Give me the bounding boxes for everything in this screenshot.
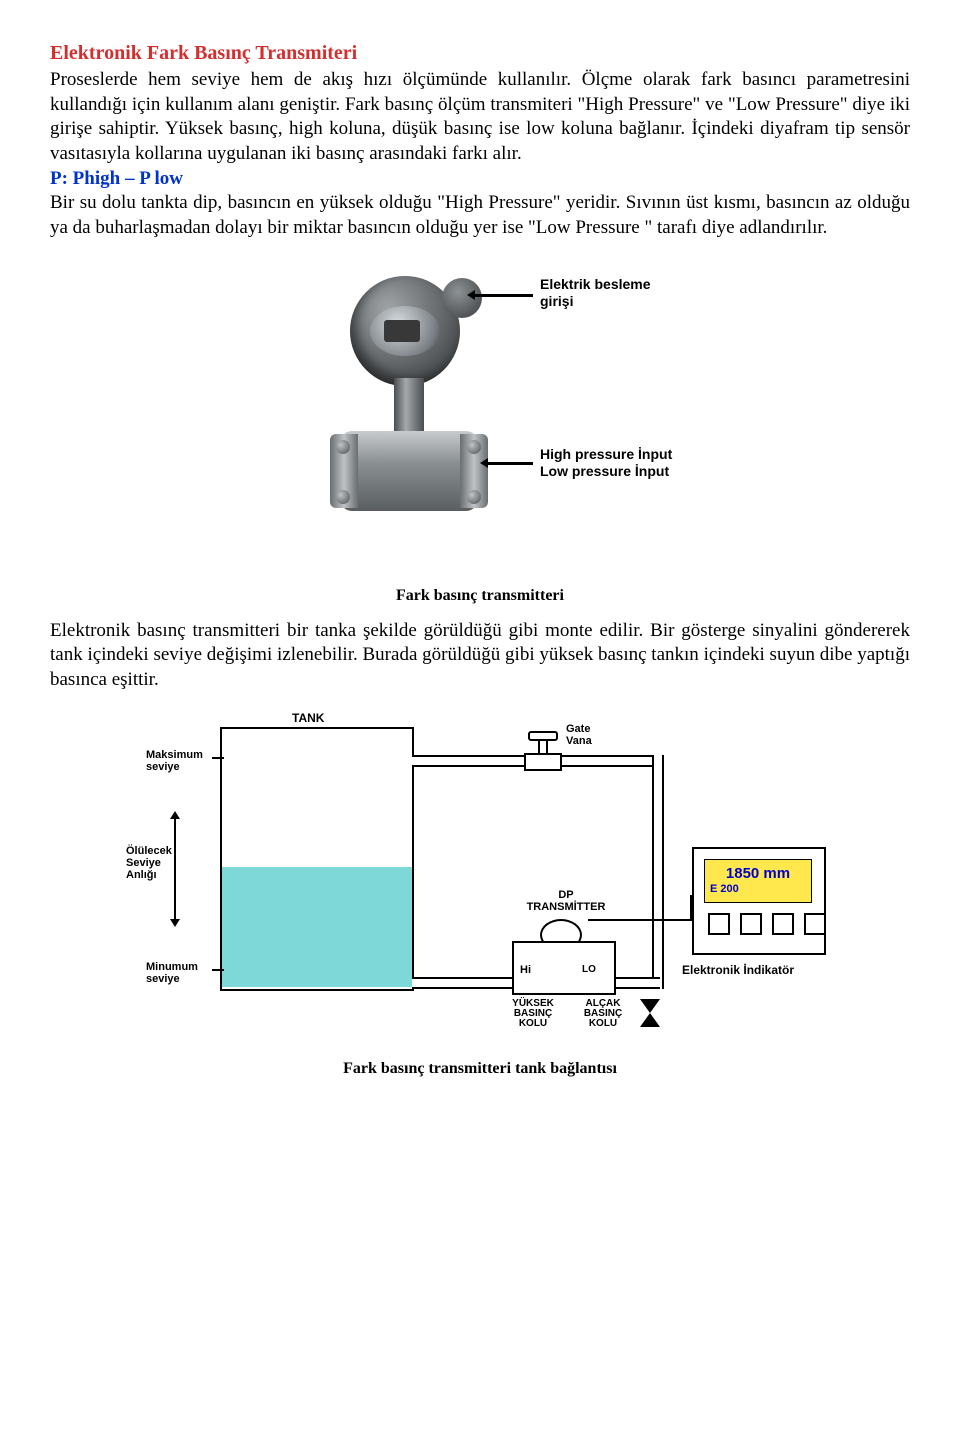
arrow-icon: [475, 294, 533, 297]
label-line: High pressure İnput: [540, 446, 672, 463]
max-tick: [212, 757, 224, 759]
min-level-label: Minumum seviye: [146, 961, 198, 985]
bolt-icon: [467, 490, 481, 504]
label-line: Vana: [566, 735, 592, 747]
label-line: DP: [526, 889, 606, 901]
indicator-button-icon: [772, 913, 794, 935]
dp-transmitter-label: DP TRANSMİTTER: [526, 889, 606, 913]
page-title: Elektronik Fark Basınç Transmiteri: [50, 40, 910, 66]
label-line: Minumum: [146, 961, 198, 973]
label-line: Elektrik besleme: [540, 276, 651, 293]
label-line: seviye: [146, 973, 198, 985]
lo-column-label: ALÇAK BASINÇ KOLU: [578, 999, 628, 1029]
indicator-button-icon: [804, 913, 826, 935]
label-line: girişi: [540, 293, 651, 310]
paragraph-2: Bir su dolu tankta dip, basıncın en yüks…: [50, 191, 910, 240]
indicator-id: E 200: [710, 883, 739, 895]
paragraph-3: Elektronik basınç transmitteri bir tanka…: [50, 619, 910, 693]
label-line: KOLU: [508, 1019, 558, 1029]
tank-label: TANK: [292, 711, 324, 727]
label-line: Gate: [566, 723, 592, 735]
gate-valve-wheel-icon: [528, 731, 558, 741]
formula-line: P: Phigh – P low: [50, 167, 910, 192]
measure-arrow-icon: [174, 819, 176, 919]
gate-valve-label: Gate Vana: [566, 723, 592, 747]
label-line: Maksimum: [146, 749, 203, 761]
figure-transmitter: Elektrik besleme girişi High pressure İn…: [270, 266, 690, 566]
arrow-icon: [488, 462, 533, 465]
indicator-button-icon: [708, 913, 730, 935]
lo-label: LO: [582, 963, 596, 976]
pipe-vertical: [652, 755, 664, 989]
figure-tank-diagram: TANK Maksimum seviye Minumum seviye Ölül…: [120, 709, 840, 1039]
signal-line: [588, 919, 692, 921]
label-line: seviye: [146, 761, 203, 773]
min-tick: [212, 969, 224, 971]
bolt-icon: [336, 490, 350, 504]
indicator-buttons: [708, 913, 826, 935]
label-power-input: Elektrik besleme girişi: [540, 276, 651, 310]
indicator-button-icon: [740, 913, 762, 935]
drain-valve-icon: [640, 1013, 660, 1027]
indicator-label: Elektronik İndikatör: [682, 963, 794, 979]
device-display: [370, 306, 440, 356]
device-body: [340, 431, 478, 511]
gate-valve-icon: [524, 743, 558, 777]
label-pressure-inputs: High pressure İnput Low pressure İnput: [540, 446, 672, 480]
paragraph-1: Proseslerde hem seviye hem de akış hızı …: [50, 68, 910, 167]
indicator-value: 1850 mm: [726, 866, 790, 883]
electrical-connector: [442, 278, 482, 318]
label-line: Anlığı: [126, 869, 172, 881]
label-line: TRANSMİTTER: [526, 901, 606, 913]
label-line: Ölülecek: [126, 845, 172, 857]
figure-1-caption: Fark basınç transmitteri: [50, 586, 910, 607]
max-level-label: Maksimum seviye: [146, 749, 203, 773]
label-line: KOLU: [578, 1019, 628, 1029]
tank-liquid: [222, 867, 412, 987]
bolt-icon: [467, 440, 481, 454]
measure-label: Ölülecek Seviye Anlığı: [126, 845, 172, 881]
hi-column-label: YÜKSEK BASINÇ KOLU: [508, 999, 558, 1029]
indicator-screen: 1850 mm E 200: [704, 859, 812, 903]
device-neck: [394, 378, 424, 434]
bolt-icon: [336, 440, 350, 454]
drain-valve-icon: [640, 999, 660, 1013]
label-line: Low pressure İnput: [540, 463, 672, 480]
hi-label: Hi: [520, 963, 531, 977]
label-line: Seviye: [126, 857, 172, 869]
figure-2-caption: Fark basınç transmitteri tank bağlantısı: [50, 1059, 910, 1080]
